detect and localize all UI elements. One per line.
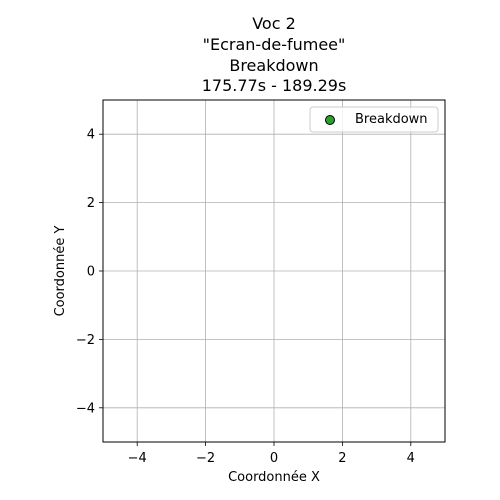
x-tick-label: 2 [338,451,346,466]
y-tick-label: −4 [76,401,95,416]
x-axis: −4 −2 0 2 4 [128,442,415,466]
legend-label: Breakdown [355,112,428,127]
y-tick-label: 0 [87,265,95,280]
x-tick-label: 0 [270,451,278,466]
title-line-2: "Ecran-de-fumee" [203,35,346,54]
x-tick-label: −2 [196,451,215,466]
y-axis-label: Coordonnée Y [53,226,68,317]
chart-title: Voc 2 "Ecran-de-fumee" Breakdown 175.77s… [202,14,347,95]
legend-box [309,106,439,133]
plot-area [102,99,446,443]
legend-marker [325,115,335,125]
y-tick-label: 4 [87,128,95,143]
title-line-4: 175.77s - 189.29s [202,76,347,95]
y-tick-label: −2 [76,333,95,348]
x-tick-label: 4 [407,451,415,466]
grid-lines [103,100,445,442]
title-line-3: Breakdown [229,56,318,75]
y-tick-label: 2 [87,196,95,211]
legend: Breakdown [309,106,439,133]
y-axis: −4 −2 0 2 4 [76,128,103,416]
title-line-1: Voc 2 [252,14,296,33]
x-tick-label: −4 [128,451,147,466]
x-axis-label: Coordonnée X [228,470,320,485]
